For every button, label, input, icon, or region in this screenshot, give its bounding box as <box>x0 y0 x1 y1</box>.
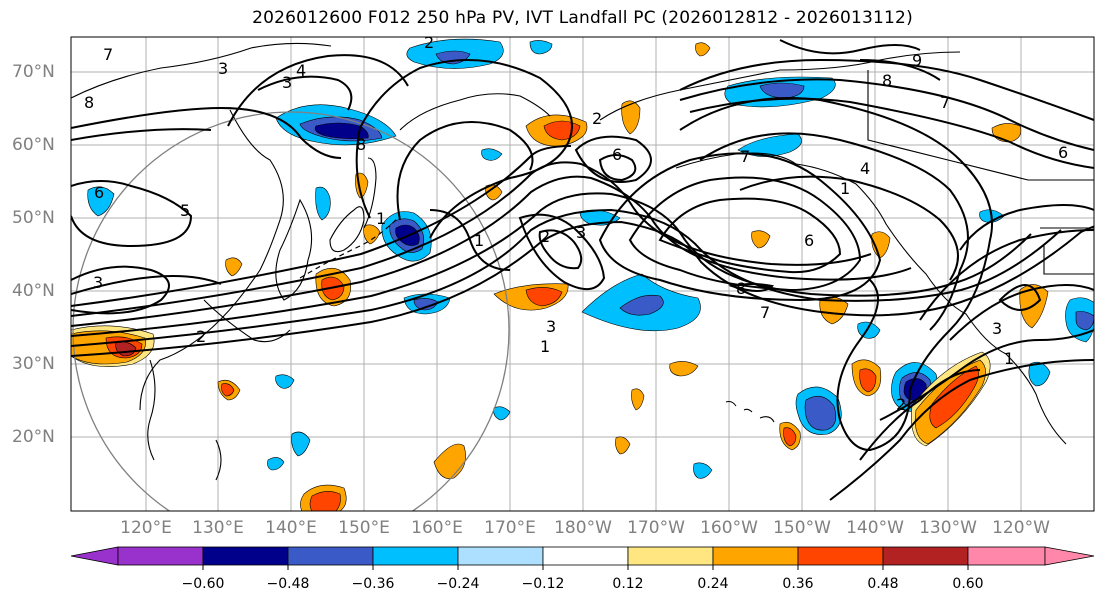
colorbar-tick-label: −0.36 <box>351 576 395 592</box>
lon-label-140w: 140°W <box>846 518 904 538</box>
colorbar-tick-label: −0.12 <box>521 576 565 592</box>
map-panel: 3 4 3 8 2 7 8 6 5 1 3 6 2 7 6 3 8 7 3 1 … <box>71 33 1094 511</box>
contour-label: 5 <box>180 201 190 220</box>
contour-label: 8 <box>882 71 892 90</box>
contour-label: 1 <box>540 337 550 356</box>
colorbar-segment <box>117 546 204 566</box>
contour-label: 8 <box>736 279 746 298</box>
colorbar-tick-label: 0.24 <box>697 576 729 592</box>
contour-label: 1 <box>840 179 850 198</box>
colorbar-segment <box>882 546 969 566</box>
colorbar-segment <box>797 546 884 566</box>
contour-labels: 3 4 3 8 2 7 8 6 5 1 3 6 2 7 6 3 8 7 3 1 … <box>84 33 1068 414</box>
colorbar <box>70 546 1095 570</box>
lon-label-170w: 170°W <box>627 518 685 538</box>
colorbar-tick-label: −0.48 <box>266 576 310 592</box>
lat-label-30n: 30°N <box>12 354 55 374</box>
range-circle <box>72 111 510 511</box>
lon-label-150e: 150°E <box>338 518 390 538</box>
colorbar-extend-left <box>70 546 119 566</box>
contour-label: 6 <box>612 145 622 164</box>
contour-label: 1 <box>376 209 386 228</box>
lon-label-120e: 120°E <box>120 518 172 538</box>
colorbar-tick-label: 0.12 <box>612 576 644 592</box>
contour-label: 3 <box>218 59 228 78</box>
contour-label: 6 <box>94 183 104 202</box>
lon-label-150w: 150°W <box>773 518 831 538</box>
colorbar-tick-label: −0.60 <box>181 576 225 592</box>
contour-label: 1 <box>1004 349 1014 368</box>
lon-label-130e: 130°E <box>192 518 244 538</box>
contour-label: 3 <box>546 317 556 336</box>
colorbar-segment <box>287 546 374 566</box>
map-title: 2026012600 F012 250 hPa PV, IVT Landfall… <box>252 8 913 28</box>
contour-label: 8 <box>84 93 94 112</box>
colorbar-tick-label: 0.36 <box>782 576 814 592</box>
contour-label: 3 <box>282 73 292 92</box>
lat-label-20n: 20°N <box>12 427 55 447</box>
lon-label-160e: 160°E <box>411 518 463 538</box>
contour-label: 7 <box>740 147 750 166</box>
colorbar-tick-label: 0.48 <box>867 576 899 592</box>
contour-label: 3 <box>992 319 1002 338</box>
lat-label-40n: 40°N <box>12 281 55 301</box>
lon-label-120w: 120°W <box>992 518 1050 538</box>
colorbar-tick-label: 0.60 <box>952 576 984 592</box>
pv-fill-patches <box>71 38 1094 511</box>
contour-label: 8 <box>356 135 366 154</box>
colorbar-segment <box>627 546 714 566</box>
contour-label: 7 <box>940 93 950 112</box>
colorbar-segment <box>202 546 289 566</box>
contour-label: 2 <box>196 327 206 346</box>
colorbar-segment <box>542 546 629 566</box>
storm-track <box>299 215 401 279</box>
contour-label: 2 <box>896 395 906 414</box>
contour-label: 7 <box>760 303 770 322</box>
colorbar-segment <box>712 546 799 566</box>
lat-label-50n: 50°N <box>12 208 55 228</box>
colorbar-segment <box>457 546 544 566</box>
lon-label-180w: 180°W <box>554 518 612 538</box>
lon-label-130w: 130°W <box>919 518 977 538</box>
ivt-contours <box>71 39 1094 501</box>
contour-label: 2 <box>540 227 550 246</box>
contour-label: 3 <box>93 273 103 292</box>
lat-label-70n: 70°N <box>12 62 55 82</box>
contour-label: 6 <box>1058 143 1068 162</box>
contour-label: 7 <box>103 45 113 64</box>
contour-label: 1 <box>474 231 484 250</box>
map-frame <box>70 36 1095 512</box>
colorbar-tick-label: −0.24 <box>436 576 480 592</box>
lon-label-140e: 140°E <box>265 518 317 538</box>
contour-label: 4 <box>296 61 306 80</box>
lat-label-60n: 60°N <box>12 135 55 155</box>
colorbar-segment <box>372 546 459 566</box>
lon-label-170e: 170°E <box>484 518 536 538</box>
lon-label-160w: 160°W <box>700 518 758 538</box>
contour-label: 2 <box>592 109 602 128</box>
colorbar-segment <box>967 546 1046 566</box>
contour-label: 4 <box>860 159 870 178</box>
contour-label: 6 <box>804 231 814 250</box>
contour-label: 2 <box>424 33 434 52</box>
contour-label: 9 <box>912 51 922 70</box>
contour-label: 3 <box>576 223 586 242</box>
colorbar-extend-right <box>1044 546 1095 566</box>
